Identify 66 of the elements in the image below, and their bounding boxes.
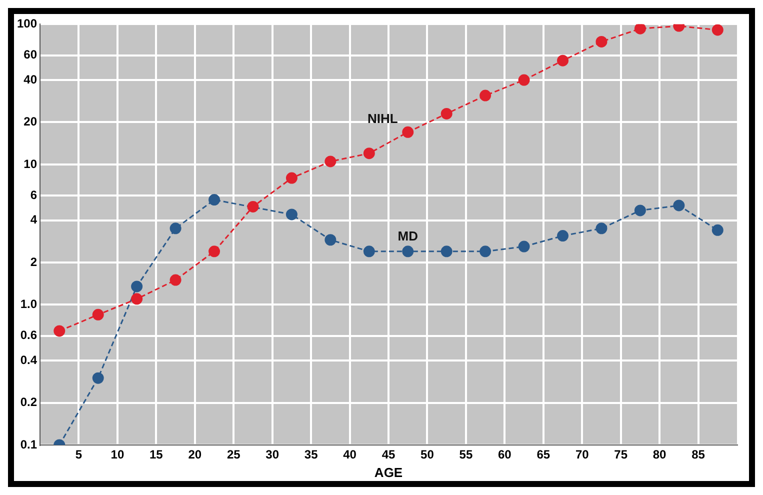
point <box>286 172 298 184</box>
y-tick-label: 60 <box>24 48 38 62</box>
x-tick-label: 45 <box>382 448 396 462</box>
point <box>131 293 143 305</box>
y-tick-label: 0.6 <box>20 328 38 342</box>
series-label: NIHL <box>368 111 398 126</box>
y-tick-label: 40 <box>24 72 38 86</box>
point <box>92 372 104 384</box>
point <box>712 24 724 36</box>
point <box>480 246 492 258</box>
x-tick-label: 50 <box>420 448 434 462</box>
x-axis-title: AGE <box>374 464 403 480</box>
y-tick-label: 100 <box>16 16 38 31</box>
x-tick-label: 30 <box>266 448 280 462</box>
y-tick-label: 4 <box>30 212 38 227</box>
point <box>518 240 530 252</box>
x-tick-label: 70 <box>575 448 590 462</box>
point <box>170 274 182 286</box>
point <box>131 280 143 292</box>
point <box>596 222 608 234</box>
point <box>247 200 259 212</box>
point <box>634 204 646 216</box>
point <box>557 54 569 66</box>
point <box>596 36 608 48</box>
point <box>324 156 336 168</box>
x-tick-label: 65 <box>536 448 550 462</box>
x-tick-label: 40 <box>343 448 357 462</box>
x-tick-label: 15 <box>150 448 164 462</box>
point <box>634 24 646 34</box>
point <box>170 222 182 234</box>
y-tick-label: 2 <box>30 254 38 269</box>
series-label: MD <box>398 228 418 244</box>
point <box>712 224 724 236</box>
y-tick-label: 6 <box>30 188 38 202</box>
x-tick-label: 60 <box>498 448 512 462</box>
x-tick-label: 25 <box>226 448 241 462</box>
y-tick-label: 0.2 <box>20 395 38 410</box>
point <box>208 194 220 206</box>
x-tick-label: 80 <box>652 448 667 462</box>
point <box>286 208 298 220</box>
y-tick-label: 20 <box>24 114 38 129</box>
x-tick-label: 10 <box>110 448 124 462</box>
y-tick-label: 1.0 <box>20 297 38 312</box>
x-tick-label: 20 <box>188 448 202 462</box>
y-tick-label: 10 <box>24 156 38 171</box>
x-tick-label: 35 <box>304 448 318 462</box>
y-tick-label: 0.1 <box>20 437 38 452</box>
point <box>54 325 66 337</box>
x-tick-label: 5 <box>75 448 82 462</box>
point <box>518 74 530 86</box>
point <box>92 308 104 320</box>
point <box>480 90 492 102</box>
point <box>402 246 414 258</box>
point <box>673 200 685 212</box>
point <box>402 126 414 138</box>
x-tick-label: 75 <box>614 448 628 462</box>
x-tick-label: 85 <box>692 448 706 462</box>
x-tick-label: 55 <box>459 448 473 462</box>
point <box>557 230 569 242</box>
point <box>363 148 375 160</box>
point <box>440 246 452 258</box>
point <box>208 246 220 258</box>
point <box>363 246 375 258</box>
point <box>324 234 336 246</box>
y-tick-label: 0.4 <box>20 352 38 367</box>
point <box>440 108 452 120</box>
